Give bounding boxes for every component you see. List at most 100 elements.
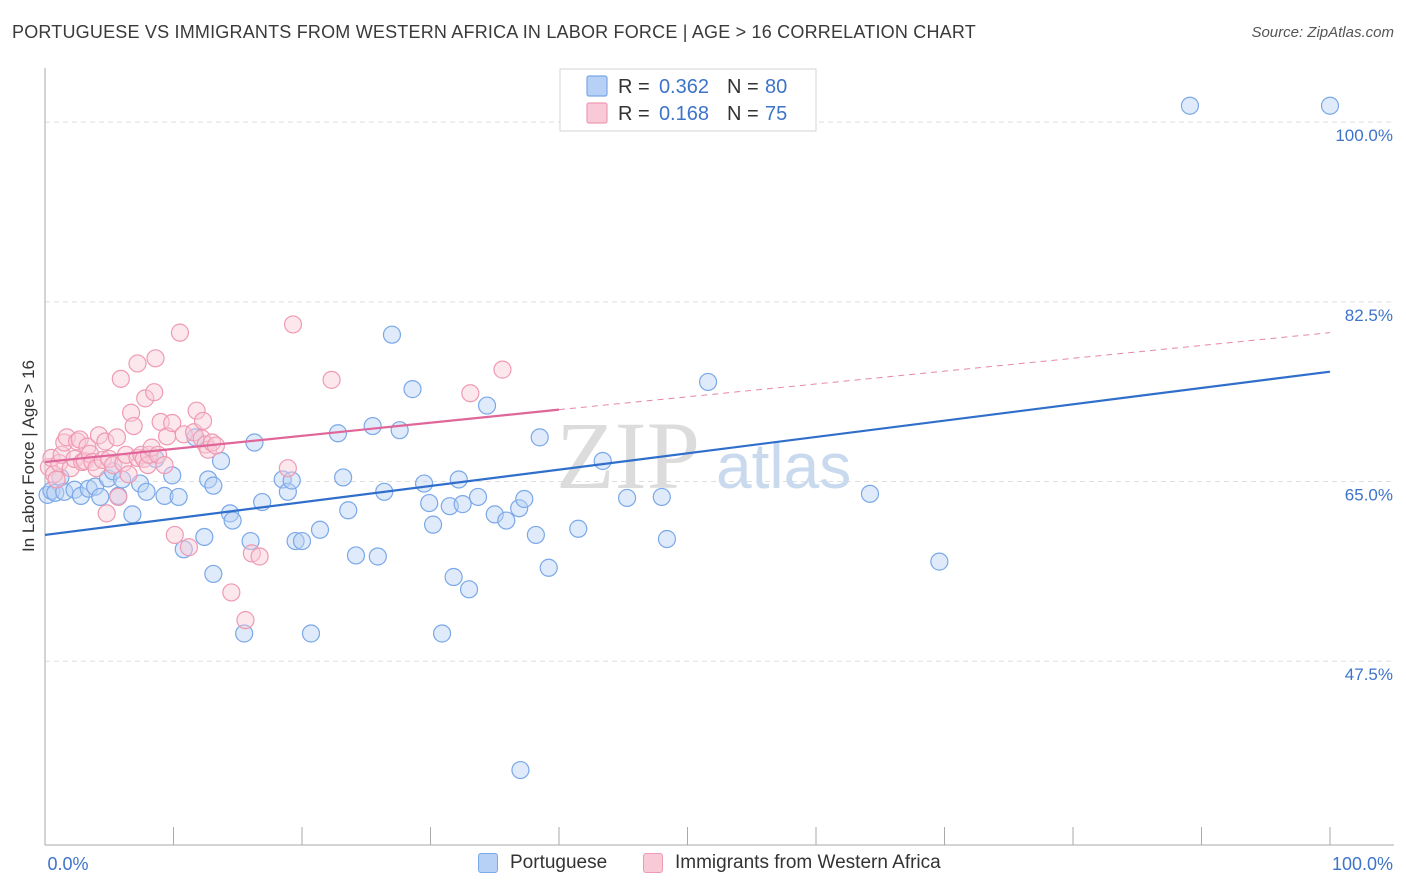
point-1-6 — [55, 433, 74, 452]
legend-item-portuguese[interactable]: Portuguese — [478, 852, 607, 874]
point-0-19 — [163, 466, 182, 485]
point-0-59 — [459, 580, 479, 599]
legend-item-western-africa[interactable]: Immigrants from Western Africa — [643, 852, 941, 874]
point-1-36 — [136, 389, 155, 408]
point-0-44 — [346, 546, 366, 565]
legend-n-value-0: 80 — [765, 76, 787, 98]
point-1-54 — [193, 411, 213, 431]
point-0-14 — [123, 505, 142, 524]
point-0-75 — [698, 372, 718, 392]
point-0-35 — [278, 482, 297, 501]
point-1-67 — [493, 360, 512, 379]
point-1-10 — [68, 432, 87, 451]
point-0-58 — [453, 495, 472, 514]
legend-label-western-africa: Immigrants from Western Africa — [675, 852, 941, 873]
trend-line-0 — [44, 370, 1331, 537]
y-axis-label: In Labor Force | Age > 16 — [19, 360, 38, 552]
legend-n-label-1: N = — [727, 103, 759, 125]
point-0-67 — [526, 525, 545, 545]
point-1-59 — [222, 583, 241, 602]
point-0-45 — [363, 416, 382, 436]
point-0-38 — [292, 531, 312, 551]
point-1-3 — [47, 470, 66, 489]
point-0-61 — [477, 396, 497, 415]
trend-lines — [44, 332, 1331, 537]
point-0-53 — [423, 515, 443, 534]
chart-title: PORTUGUESE VS IMMIGRANTS FROM WESTERN AF… — [12, 22, 976, 42]
point-1-41 — [146, 349, 165, 368]
point-0-26 — [204, 564, 223, 584]
point-0-43 — [339, 501, 358, 520]
point-0-50 — [403, 380, 422, 399]
point-0-76 — [860, 484, 880, 503]
y-tick-label-0: 47.5% — [1345, 665, 1393, 684]
x-tick-label-1: 100.0% — [1332, 854, 1393, 874]
point-0-63 — [497, 511, 516, 530]
point-0-18 — [155, 486, 174, 505]
point-0-48 — [382, 325, 402, 344]
portuguese-swatch — [478, 853, 498, 873]
point-0-64 — [510, 499, 529, 518]
point-0-9 — [91, 487, 110, 507]
point-0-79 — [1320, 96, 1340, 115]
point-1-60 — [236, 611, 255, 630]
legend-r-value-0: 0.362 — [659, 76, 709, 98]
point-0-51 — [414, 474, 434, 493]
point-0-77 — [930, 552, 949, 571]
point-1-20 — [96, 432, 115, 451]
point-1-31 — [124, 416, 143, 436]
point-0-6 — [71, 486, 91, 505]
point-1-46 — [163, 413, 182, 433]
point-0-16 — [137, 482, 156, 501]
point-1-33 — [128, 354, 147, 373]
y-tick-label-3: 100.0% — [1335, 126, 1393, 145]
point-0-70 — [569, 519, 588, 538]
legend-n-label-0: N = — [727, 76, 759, 98]
point-0-29 — [223, 511, 242, 530]
legend-label-portuguese: Portuguese — [510, 852, 608, 873]
trend-line-1 — [44, 408, 560, 464]
point-0-65 — [511, 760, 530, 780]
point-0-60 — [468, 487, 488, 507]
point-0-71 — [593, 451, 612, 471]
point-0-73 — [652, 487, 671, 507]
tick-labels: 47.5% 65.0% 82.5% 100.0% 0.0% 100.0% — [47, 126, 1393, 874]
point-1-24 — [107, 428, 127, 447]
point-1-30 — [121, 403, 141, 422]
point-1-40 — [145, 383, 164, 402]
point-1-47 — [165, 525, 184, 545]
point-0-78 — [1180, 96, 1200, 115]
legend-r-value-1: 0.168 — [659, 103, 709, 125]
legend-swatch-0 — [586, 75, 608, 97]
series-portuguese-points — [38, 96, 1340, 780]
point-1-65 — [322, 370, 341, 389]
legend-box: R = 0.362 N = 80 R = 0.168 N = 75 — [559, 68, 817, 132]
point-1-66 — [461, 384, 480, 403]
point-1-62 — [250, 547, 269, 566]
axes — [44, 68, 1394, 846]
point-0-23 — [195, 527, 214, 547]
point-0-74 — [657, 529, 677, 549]
point-0-30 — [235, 624, 254, 643]
series-western-africa-points — [39, 315, 512, 630]
point-1-52 — [187, 401, 206, 420]
source-label: Source: ZipAtlas.com — [1251, 24, 1394, 41]
point-0-20 — [169, 487, 188, 507]
point-0-32 — [245, 433, 264, 452]
point-0-54 — [432, 624, 452, 643]
trend-line-dashed-1 — [558, 332, 1331, 411]
point-1-21 — [97, 504, 116, 523]
point-1-50 — [179, 538, 199, 557]
point-0-56 — [444, 567, 463, 587]
point-0-52 — [420, 493, 439, 513]
point-0-57 — [449, 470, 468, 489]
point-1-63 — [278, 459, 297, 478]
legend-n-value-1: 75 — [765, 103, 787, 125]
point-1-26 — [111, 369, 130, 388]
x-tick-label-0: 0.0% — [47, 854, 88, 874]
grid-lines — [45, 121, 1394, 662]
point-0-40 — [310, 520, 330, 539]
point-0-69 — [539, 558, 558, 577]
point-1-48 — [170, 323, 190, 342]
